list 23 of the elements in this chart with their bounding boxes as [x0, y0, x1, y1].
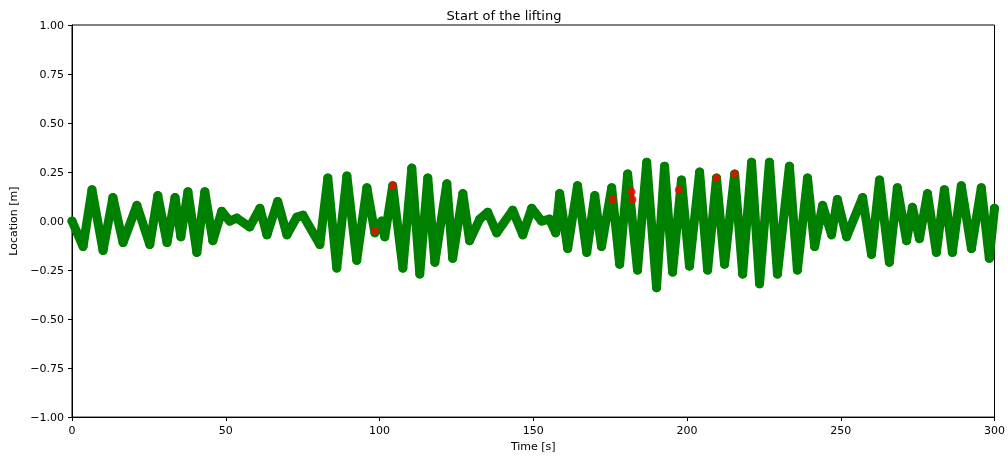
x-tick-label: 100	[369, 424, 390, 438]
x-axis-title: Time [s]	[509, 440, 556, 453]
y-tick-label: −0.25	[30, 263, 64, 277]
x-tick-label: 200	[676, 424, 698, 438]
y-tick-label: −0.75	[30, 361, 64, 375]
y-tick-label: 0.00	[39, 214, 64, 228]
y-axis-title: Location [m]	[7, 186, 21, 256]
y-tick-label: 0.50	[39, 116, 64, 130]
x-tick-label: 150	[522, 424, 544, 438]
y-tick-label: 0.75	[39, 67, 64, 81]
y-tick-label: −1.00	[30, 410, 64, 424]
x-tick-label: 50	[218, 424, 233, 438]
point	[628, 195, 637, 204]
x-tick-label: 250	[830, 424, 852, 438]
y-tick-label: −0.50	[30, 312, 64, 326]
point	[608, 195, 617, 204]
point	[674, 185, 683, 194]
y-tick-label: 1.00	[39, 18, 64, 32]
x-tick-label: 300	[984, 424, 1005, 438]
x-tick-label: 0	[68, 424, 76, 438]
y-tick-label: 0.25	[39, 165, 64, 179]
chart-title: Start of the lifting	[446, 8, 562, 23]
point	[627, 187, 636, 196]
